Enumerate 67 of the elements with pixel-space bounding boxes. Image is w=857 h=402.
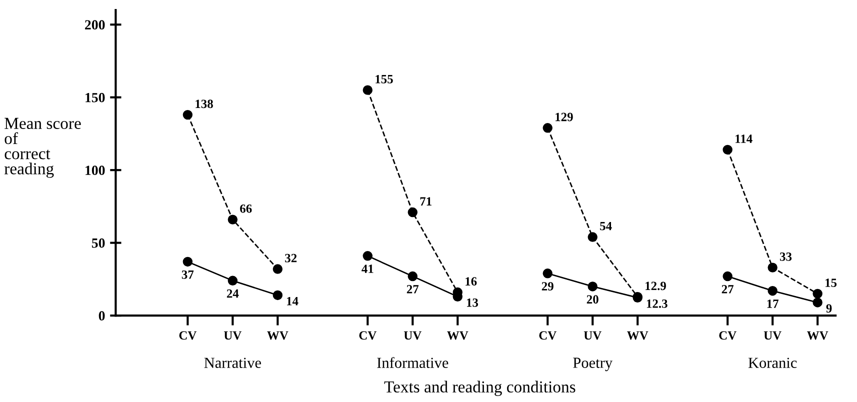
point bbox=[228, 276, 238, 286]
data-label: 20 bbox=[586, 295, 598, 304]
point bbox=[272, 264, 283, 274]
point bbox=[542, 123, 552, 133]
x-tick-label: CV bbox=[359, 331, 377, 340]
data-label: 114 bbox=[736, 134, 752, 143]
data-label: 129 bbox=[556, 112, 573, 122]
point bbox=[182, 110, 193, 120]
data-label: 32 bbox=[285, 254, 297, 262]
point bbox=[812, 298, 822, 308]
x-tick-label: CV bbox=[539, 331, 557, 340]
data-label: 27 bbox=[722, 285, 734, 294]
y-tick-label: 0 bbox=[98, 311, 105, 321]
data-label: 13 bbox=[466, 298, 478, 307]
x-tick-label: WV bbox=[627, 331, 648, 340]
point bbox=[588, 282, 598, 292]
text: Narrative bbox=[204, 358, 261, 368]
x-tick-label: UV bbox=[764, 331, 782, 340]
x-tick-label: CV bbox=[719, 331, 736, 340]
data-label: 71 bbox=[420, 197, 432, 206]
point bbox=[408, 271, 418, 282]
data-label: 66 bbox=[240, 204, 252, 213]
text: Informative bbox=[377, 357, 448, 368]
data-label: 33 bbox=[780, 252, 792, 261]
data-label: 29 bbox=[542, 282, 554, 291]
data-label: 138 bbox=[196, 100, 213, 108]
data-label: 12.9 bbox=[646, 282, 666, 290]
text: Koranic bbox=[748, 358, 797, 368]
data-label: 41 bbox=[362, 264, 374, 273]
data-label: 12.3 bbox=[646, 299, 668, 308]
x-tick-label: UV bbox=[584, 331, 602, 340]
data-label: 54 bbox=[600, 222, 612, 230]
point bbox=[182, 256, 193, 267]
point bbox=[722, 144, 732, 155]
y-tick-label: 50 bbox=[92, 238, 105, 248]
x-tick-label: WV bbox=[447, 331, 468, 340]
text: Poetry bbox=[573, 358, 612, 372]
point bbox=[542, 268, 552, 278]
data-label: 27 bbox=[406, 285, 419, 294]
x-tick-label: UV bbox=[224, 331, 242, 340]
x-tick-label: WV bbox=[806, 331, 828, 340]
y-tick-label: 100 bbox=[86, 166, 105, 176]
data-label: 24 bbox=[226, 289, 239, 298]
text: Texts and reading conditions bbox=[384, 380, 576, 396]
point bbox=[768, 286, 778, 296]
point bbox=[228, 214, 238, 224]
x-tick-label: UV bbox=[404, 331, 422, 340]
y-tick-label: 200 bbox=[85, 20, 105, 30]
point bbox=[812, 288, 822, 299]
data-label: 17 bbox=[767, 300, 779, 308]
data-label: 15 bbox=[826, 278, 837, 288]
x-tick-label: WV bbox=[267, 331, 288, 340]
point bbox=[722, 271, 732, 282]
y-tick-label: 150 bbox=[86, 92, 105, 102]
data-label: 9 bbox=[826, 304, 832, 313]
point bbox=[768, 262, 778, 272]
point bbox=[362, 85, 373, 95]
data-label: 155 bbox=[376, 74, 393, 84]
point bbox=[362, 251, 373, 261]
data-label: 14 bbox=[287, 297, 298, 306]
data-label: 37 bbox=[182, 270, 194, 279]
point bbox=[272, 290, 283, 300]
point bbox=[588, 232, 598, 242]
point bbox=[408, 207, 418, 218]
x-tick-label: CV bbox=[179, 331, 197, 340]
data-label: 16 bbox=[466, 277, 477, 286]
y-axis-title: Mean score of correct reading bbox=[4, 118, 81, 178]
